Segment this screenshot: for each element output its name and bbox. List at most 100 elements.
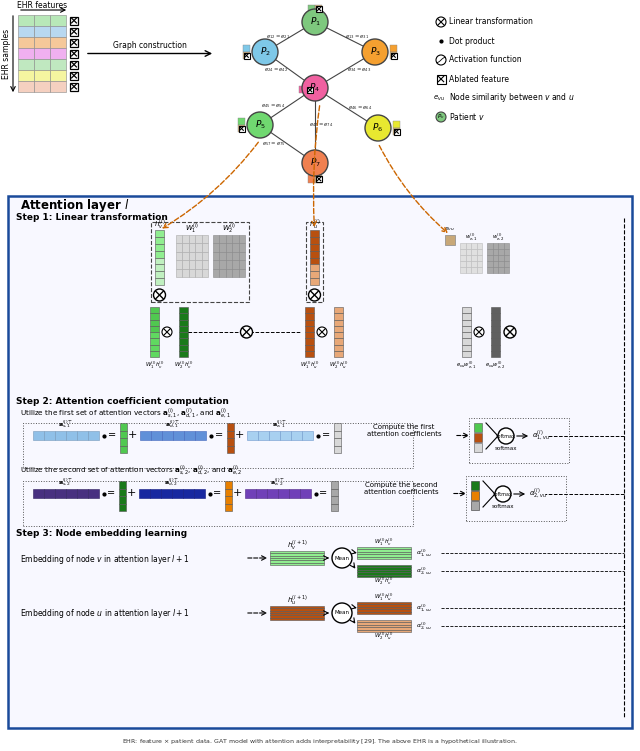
- Bar: [150, 326, 159, 332]
- Text: $W_1^{(l)}h_v^{(l)}$: $W_1^{(l)}h_v^{(l)}$: [374, 536, 394, 547]
- Bar: [55, 489, 66, 498]
- Bar: [220, 269, 226, 277]
- Bar: [213, 252, 220, 260]
- Bar: [491, 313, 500, 319]
- Bar: [357, 620, 411, 623]
- Bar: [487, 249, 493, 255]
- Bar: [357, 627, 411, 629]
- Bar: [172, 489, 183, 498]
- Bar: [220, 252, 226, 260]
- Bar: [238, 118, 245, 125]
- Bar: [155, 264, 164, 271]
- Bar: [471, 481, 479, 490]
- Bar: [226, 235, 232, 243]
- Circle shape: [495, 486, 511, 502]
- Bar: [151, 222, 249, 302]
- Bar: [189, 235, 195, 243]
- Text: =: =: [215, 430, 223, 441]
- Circle shape: [332, 603, 352, 623]
- Bar: [183, 489, 194, 498]
- Bar: [18, 70, 34, 81]
- Bar: [474, 433, 482, 442]
- Bar: [491, 345, 500, 351]
- Bar: [150, 345, 159, 351]
- Bar: [460, 243, 465, 249]
- Bar: [232, 260, 239, 269]
- Bar: [267, 489, 278, 498]
- Bar: [270, 606, 324, 608]
- Bar: [393, 121, 400, 128]
- Bar: [504, 267, 509, 273]
- Bar: [334, 351, 343, 357]
- Bar: [269, 431, 280, 440]
- Bar: [334, 345, 343, 351]
- Bar: [270, 608, 324, 611]
- Text: Utilize the second set of attention vectors $\mathbf{a}_{s,2}^{(l)}$, $\mathbf{a: Utilize the second set of attention vect…: [20, 464, 243, 478]
- Circle shape: [241, 326, 253, 338]
- Bar: [466, 476, 566, 521]
- Bar: [331, 496, 338, 503]
- Text: =: =: [319, 488, 327, 499]
- Text: $h_u^{(l+1)}$: $h_u^{(l+1)}$: [287, 593, 307, 607]
- Bar: [334, 326, 343, 332]
- Bar: [195, 252, 202, 260]
- Circle shape: [302, 75, 328, 101]
- Text: =: =: [213, 488, 221, 499]
- Bar: [331, 481, 338, 488]
- Bar: [270, 611, 324, 613]
- Text: Activation function: Activation function: [449, 56, 522, 65]
- Bar: [471, 267, 477, 273]
- Bar: [34, 70, 50, 81]
- Bar: [334, 445, 341, 453]
- Circle shape: [317, 327, 327, 337]
- Bar: [155, 258, 164, 264]
- Text: Attention layer $l$: Attention layer $l$: [20, 198, 129, 215]
- Bar: [302, 431, 313, 440]
- Bar: [305, 326, 314, 332]
- Circle shape: [436, 112, 446, 122]
- Bar: [226, 260, 232, 269]
- Circle shape: [362, 39, 388, 65]
- Bar: [179, 332, 188, 338]
- Bar: [220, 235, 226, 243]
- Bar: [334, 319, 343, 326]
- Bar: [299, 86, 306, 93]
- Text: Compute the second
attention coefficients: Compute the second attention coefficient…: [364, 482, 438, 495]
- Bar: [226, 269, 232, 277]
- Bar: [119, 503, 126, 511]
- Bar: [23, 423, 413, 468]
- Text: $e_{vu}w_{e,1}^{(l)}$: $e_{vu}w_{e,1}^{(l)}$: [456, 360, 477, 370]
- Bar: [270, 558, 324, 560]
- Bar: [357, 625, 411, 627]
- Bar: [270, 556, 324, 558]
- Bar: [357, 605, 411, 607]
- Bar: [179, 319, 188, 326]
- Bar: [232, 269, 239, 277]
- Bar: [139, 489, 150, 498]
- Bar: [176, 260, 182, 269]
- Bar: [50, 81, 66, 92]
- Text: Mean: Mean: [335, 556, 349, 560]
- Bar: [150, 338, 159, 345]
- Bar: [239, 125, 244, 131]
- Bar: [498, 243, 504, 249]
- Text: +: +: [127, 430, 137, 441]
- Bar: [70, 83, 78, 91]
- Bar: [213, 269, 220, 277]
- Bar: [161, 489, 172, 498]
- Bar: [310, 264, 319, 271]
- Text: Step 2: Attention coefficient computation: Step 2: Attention coefficient computatio…: [16, 397, 229, 406]
- Bar: [291, 431, 302, 440]
- Bar: [504, 261, 509, 267]
- Bar: [195, 431, 206, 440]
- Bar: [300, 489, 311, 498]
- Bar: [357, 602, 411, 605]
- Bar: [70, 71, 78, 80]
- Bar: [469, 418, 569, 463]
- Bar: [179, 345, 188, 351]
- Circle shape: [332, 548, 352, 568]
- Bar: [331, 488, 338, 496]
- Bar: [33, 431, 44, 440]
- Bar: [70, 38, 78, 47]
- Bar: [189, 269, 195, 277]
